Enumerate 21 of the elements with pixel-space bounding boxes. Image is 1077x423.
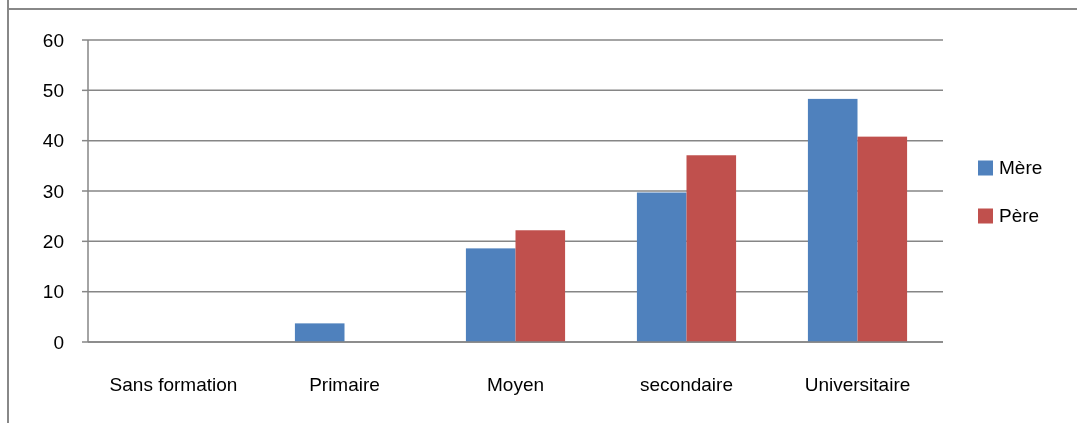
bar	[465, 248, 516, 342]
bar	[294, 323, 345, 342]
legend-label: Mère	[999, 157, 1043, 179]
x-tick-label: Universitaire	[804, 373, 911, 395]
bar	[857, 136, 908, 342]
x-tick-label: Sans formation	[109, 373, 238, 395]
y-tick-label: 20	[42, 230, 64, 252]
bar	[686, 155, 737, 342]
x-tick-label: secondaire	[640, 373, 733, 395]
y-tick-label: 60	[42, 29, 64, 51]
bar	[636, 192, 687, 342]
y-tick-label: 50	[42, 79, 64, 101]
y-tick-label: 30	[42, 180, 64, 202]
y-tick-label: 40	[42, 130, 64, 152]
bar	[515, 230, 566, 342]
y-tick-label: 10	[42, 281, 64, 303]
x-tick-label: Primaire	[309, 373, 380, 395]
y-tick-label: 0	[53, 331, 64, 353]
legend-label: Père	[999, 205, 1040, 227]
bar	[807, 98, 858, 342]
x-tick-label: Moyen	[486, 373, 545, 395]
